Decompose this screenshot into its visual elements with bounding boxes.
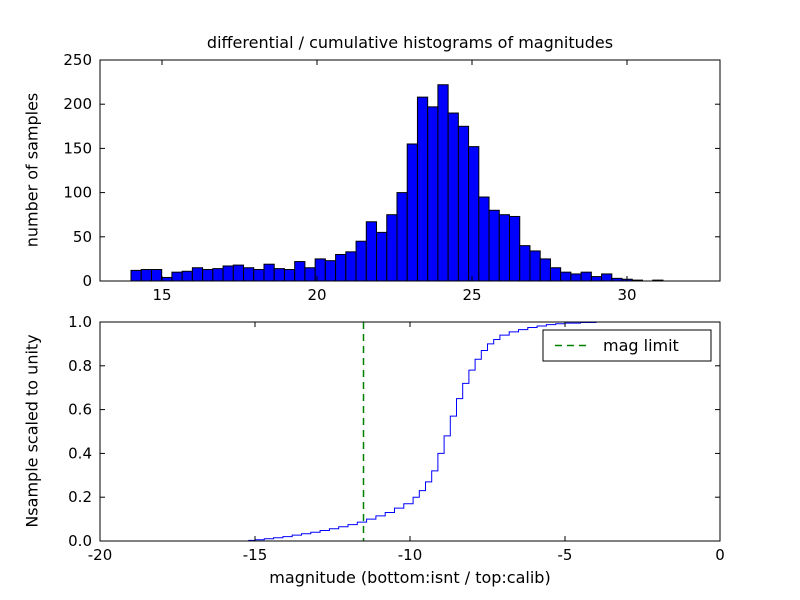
y-tick-label: 150 bbox=[63, 139, 92, 157]
histogram-bar bbox=[376, 231, 388, 282]
histogram-bar bbox=[386, 214, 398, 282]
histogram-bar bbox=[335, 253, 347, 282]
legend-label: mag limit bbox=[603, 336, 679, 355]
y-tick-label: 0.8 bbox=[68, 357, 92, 375]
cumulative-line bbox=[100, 321, 720, 542]
histogram-bar bbox=[253, 269, 265, 282]
histogram-bar bbox=[130, 269, 142, 282]
histogram-bar bbox=[468, 146, 480, 282]
histogram-bar bbox=[345, 251, 357, 282]
x-tick-label: -20 bbox=[88, 546, 113, 564]
y-tick-label: 0.0 bbox=[68, 532, 92, 550]
histogram-bar bbox=[590, 276, 603, 282]
x-tick-label: 0 bbox=[715, 546, 725, 564]
histogram-bar bbox=[232, 264, 245, 282]
y-tick-label: 250 bbox=[63, 51, 92, 69]
x-axis-label: magnitude (bottom:isnt / top:calib) bbox=[269, 568, 551, 587]
histogram-bar bbox=[396, 192, 408, 282]
histogram-bar bbox=[427, 106, 439, 282]
y-tick-label: 0.6 bbox=[68, 401, 92, 419]
histogram-bar bbox=[324, 260, 337, 282]
histogram-bar bbox=[212, 268, 224, 282]
histogram-bar bbox=[140, 269, 152, 282]
histogram-bar bbox=[355, 240, 367, 282]
y-tick-label: 0.2 bbox=[68, 488, 92, 506]
histogram-bar bbox=[202, 269, 214, 282]
chart-title: differential / cumulative histograms of … bbox=[206, 33, 614, 52]
histogram-bar bbox=[580, 271, 592, 282]
y-tick-label: 100 bbox=[63, 184, 92, 202]
axes-frame bbox=[99, 59, 721, 282]
histogram-bar bbox=[519, 245, 531, 282]
histogram-bar bbox=[529, 250, 541, 282]
histogram-bar bbox=[294, 261, 306, 282]
histogram-bar bbox=[191, 267, 204, 282]
histogram-bar bbox=[437, 84, 449, 282]
histogram-bar bbox=[171, 271, 183, 282]
x-tick-label: 15 bbox=[152, 286, 171, 304]
y-tick-label: 50 bbox=[73, 228, 92, 246]
histogram-bar bbox=[447, 112, 459, 282]
y-tick-label: 0.4 bbox=[68, 444, 92, 462]
histogram-bar bbox=[365, 221, 378, 282]
histogram-bar bbox=[601, 273, 613, 282]
histogram-bar bbox=[150, 269, 163, 282]
histogram-bar bbox=[560, 271, 572, 282]
histogram-bar bbox=[222, 265, 234, 282]
histogram-bar bbox=[478, 196, 490, 282]
histogram-bar bbox=[488, 209, 500, 282]
histogram-bar bbox=[570, 273, 582, 282]
histogram-bar bbox=[416, 96, 429, 282]
histogram-bar bbox=[457, 125, 470, 282]
histogram-bar bbox=[273, 268, 285, 282]
histogram-bar bbox=[161, 276, 173, 282]
x-tick-label: 20 bbox=[307, 286, 326, 304]
histogram-bar bbox=[509, 215, 521, 282]
y-tick-label: 0 bbox=[82, 272, 92, 290]
x-tick-label: -15 bbox=[243, 546, 268, 564]
histogram-bar bbox=[539, 258, 551, 282]
histogram-bar bbox=[406, 143, 418, 282]
histogram-bar bbox=[304, 267, 316, 282]
histogram-bar bbox=[549, 267, 562, 282]
histogram-bar bbox=[498, 214, 511, 282]
x-tick-label: -10 bbox=[398, 546, 423, 564]
histogram-bar bbox=[283, 269, 296, 282]
x-tick-label: 25 bbox=[462, 286, 481, 304]
histogram-bar bbox=[181, 270, 193, 282]
histogram-bar bbox=[243, 267, 255, 282]
y-tick-label: 200 bbox=[63, 95, 92, 113]
histogram-bar bbox=[263, 263, 275, 282]
y-tick-label: 1.0 bbox=[68, 313, 92, 331]
x-tick-label: 30 bbox=[617, 286, 636, 304]
x-tick-label: -5 bbox=[558, 546, 573, 564]
